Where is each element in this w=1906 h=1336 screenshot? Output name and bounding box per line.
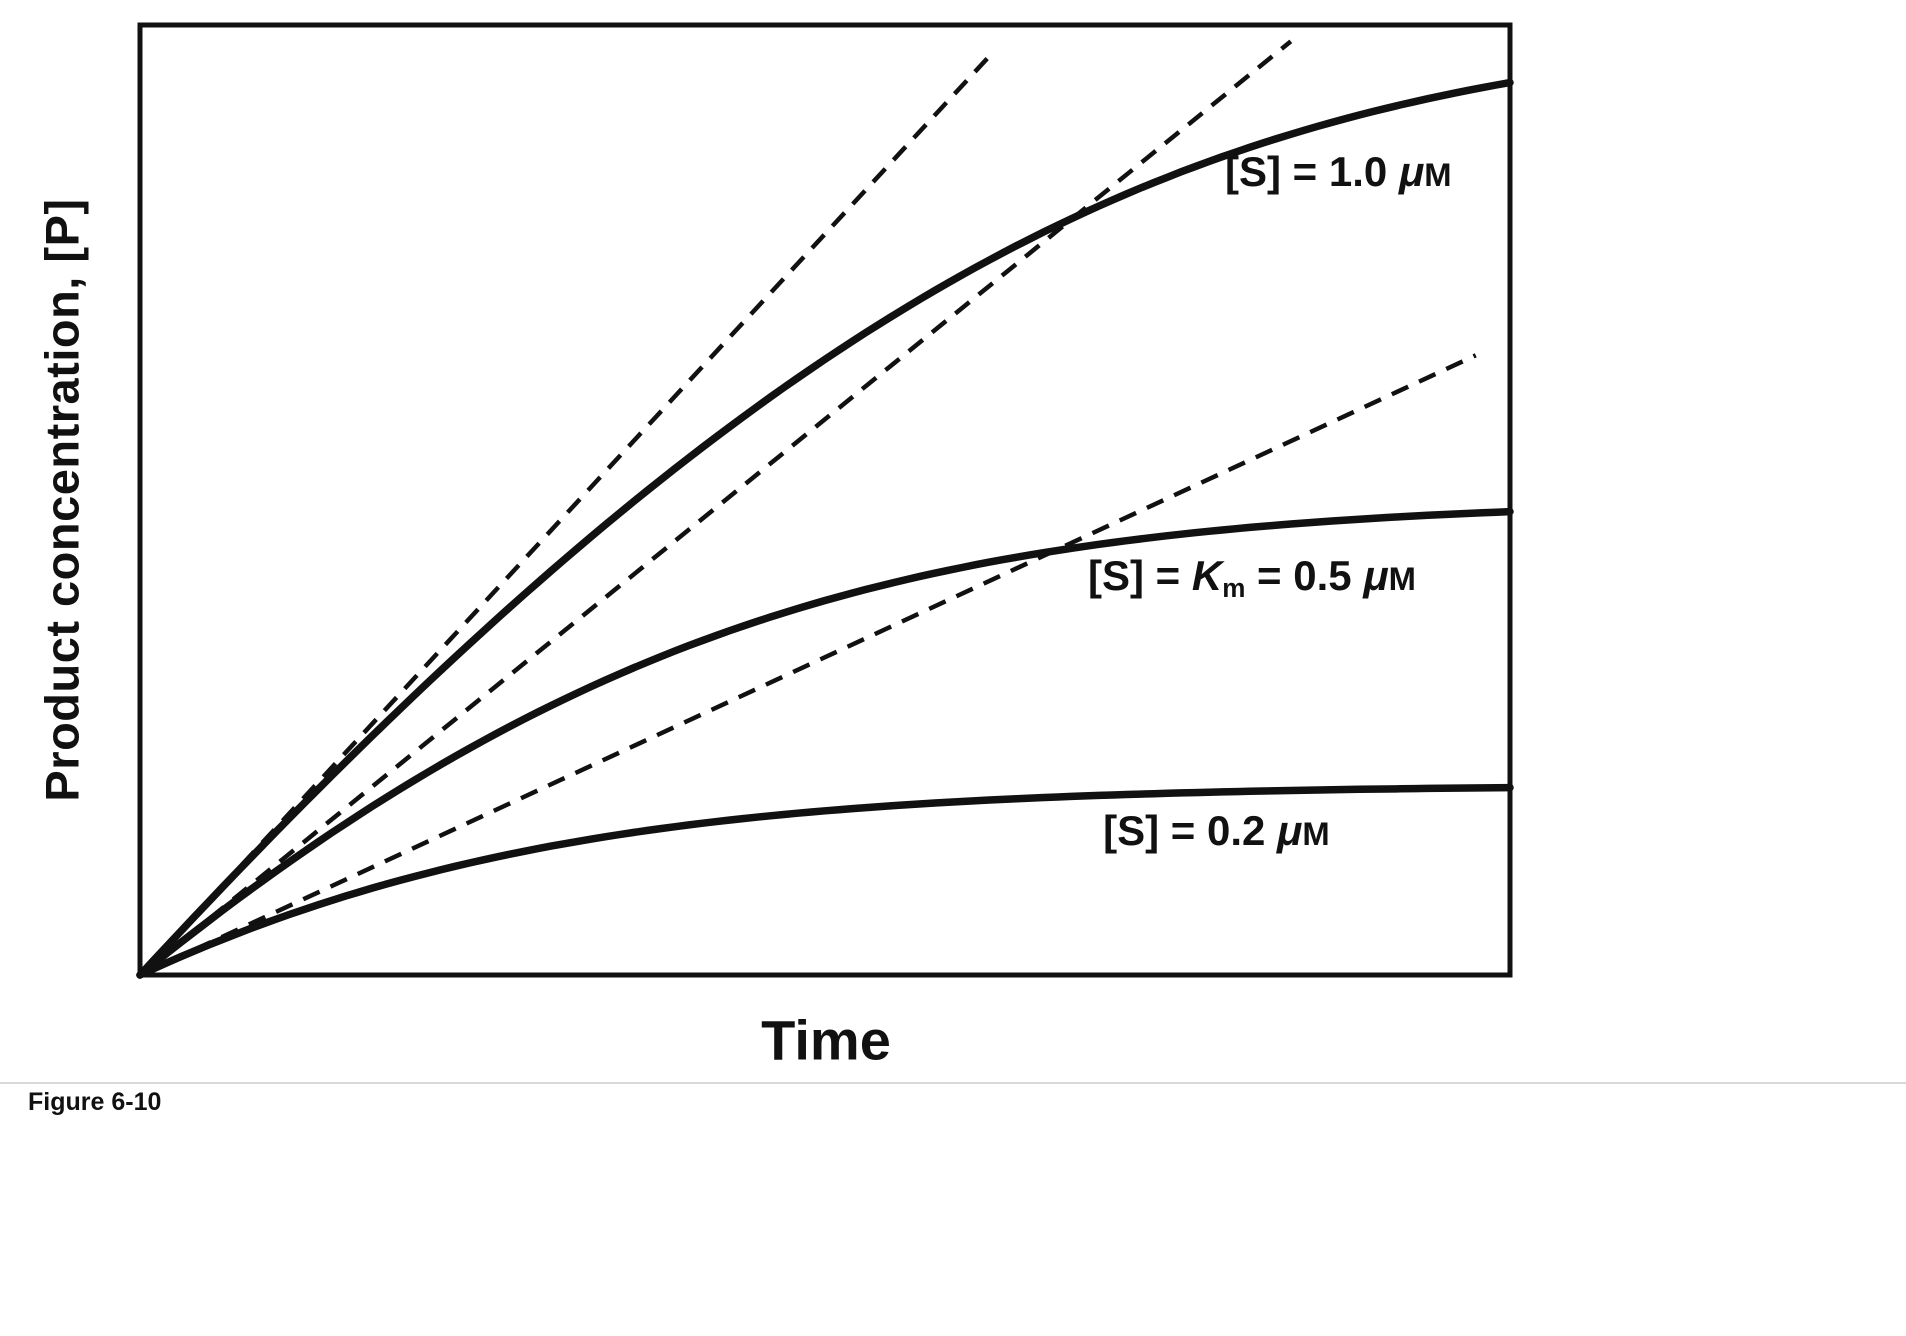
initial-rate-tangent-3 [139,353,1477,978]
plot-frame [137,22,1513,978]
progress-curve-3 [136,783,1514,979]
progress-curve-1 [136,78,1514,979]
progress-curve-2 [136,507,1514,979]
initial-rate-tangent-2 [138,39,1293,977]
